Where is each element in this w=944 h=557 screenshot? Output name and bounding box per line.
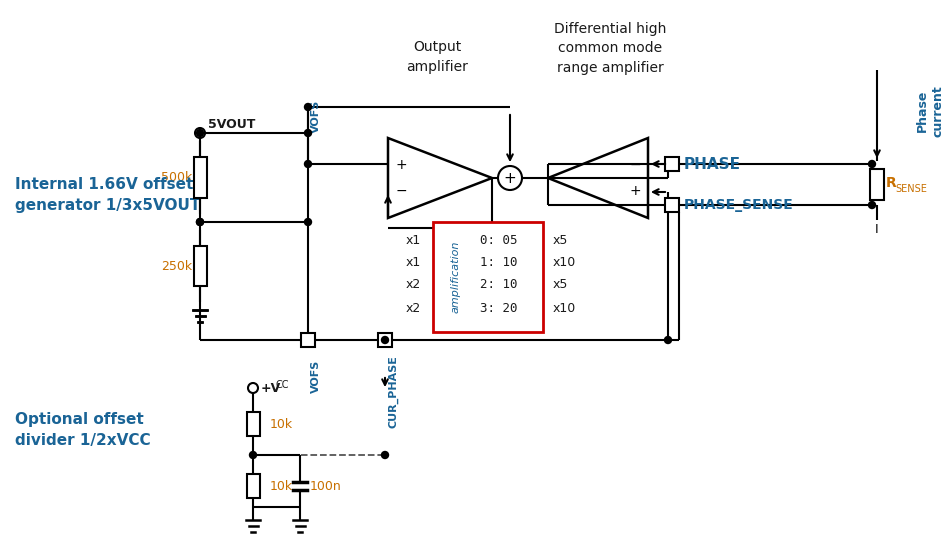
Text: +V: +V <box>261 382 281 394</box>
Circle shape <box>868 160 874 168</box>
Text: 100n: 100n <box>310 480 342 492</box>
Text: x2: x2 <box>405 277 421 291</box>
Circle shape <box>196 218 203 226</box>
Text: x1: x1 <box>405 256 421 268</box>
Text: Differential high
common mode
range amplifier: Differential high common mode range ampl… <box>553 22 666 75</box>
Text: 10k: 10k <box>270 418 293 431</box>
Bar <box>378 333 392 347</box>
Text: x10: x10 <box>552 256 576 268</box>
Text: −: − <box>395 184 406 198</box>
Circle shape <box>664 336 671 344</box>
Circle shape <box>304 218 312 226</box>
Text: 1: 10: 1: 10 <box>480 256 517 268</box>
Text: amplification: amplification <box>450 241 461 313</box>
Bar <box>665 198 679 212</box>
Bar <box>432 222 543 332</box>
Text: 0: 05: 0: 05 <box>480 233 517 247</box>
Bar <box>246 412 260 436</box>
Text: PHASE: PHASE <box>683 157 740 172</box>
Text: 5VOUT: 5VOUT <box>208 118 255 131</box>
Text: 2: 10: 2: 10 <box>480 277 517 291</box>
Text: Internal 1.66V offset
generator 1/3x5VOUT: Internal 1.66V offset generator 1/3x5VOU… <box>15 177 200 213</box>
Bar <box>194 158 207 198</box>
Circle shape <box>194 128 205 138</box>
Text: 500k: 500k <box>160 171 192 184</box>
Circle shape <box>868 202 874 208</box>
Circle shape <box>381 336 388 344</box>
Text: PHASE_SENSE: PHASE_SENSE <box>683 198 793 212</box>
Circle shape <box>497 166 521 190</box>
Text: x5: x5 <box>552 277 567 291</box>
Bar <box>665 157 679 171</box>
Text: x10: x10 <box>552 301 576 315</box>
Text: x5: x5 <box>552 233 567 247</box>
Text: Phase
current: Phase current <box>915 85 943 137</box>
Text: R: R <box>885 175 896 189</box>
Circle shape <box>196 129 203 136</box>
Bar <box>246 475 260 497</box>
Text: SENSE: SENSE <box>894 183 926 193</box>
Text: I: I <box>874 223 878 236</box>
Circle shape <box>196 218 203 226</box>
Circle shape <box>247 383 258 393</box>
Text: CC: CC <box>275 380 288 390</box>
Text: −: − <box>629 158 640 172</box>
Bar <box>194 246 207 286</box>
Text: +: + <box>395 158 406 172</box>
Text: 3: 20: 3: 20 <box>480 301 517 315</box>
Text: x1: x1 <box>405 233 421 247</box>
Text: +: + <box>629 184 640 198</box>
Bar <box>869 169 883 200</box>
Circle shape <box>381 452 388 458</box>
Circle shape <box>304 160 312 168</box>
Text: CUR_PHASE: CUR_PHASE <box>388 355 397 428</box>
Text: 250k: 250k <box>160 260 192 272</box>
Text: x2: x2 <box>405 301 421 315</box>
Circle shape <box>249 452 256 458</box>
Text: 10k: 10k <box>270 480 293 492</box>
Text: Output
amplifier: Output amplifier <box>406 40 467 74</box>
Circle shape <box>304 129 312 136</box>
Circle shape <box>304 104 312 110</box>
Text: +: + <box>503 170 515 185</box>
Bar <box>301 333 314 347</box>
Text: VOFS: VOFS <box>311 360 321 393</box>
Text: Optional offset
divider 1/2xVCC: Optional offset divider 1/2xVCC <box>15 412 150 448</box>
Text: VOFS: VOFS <box>311 100 321 133</box>
